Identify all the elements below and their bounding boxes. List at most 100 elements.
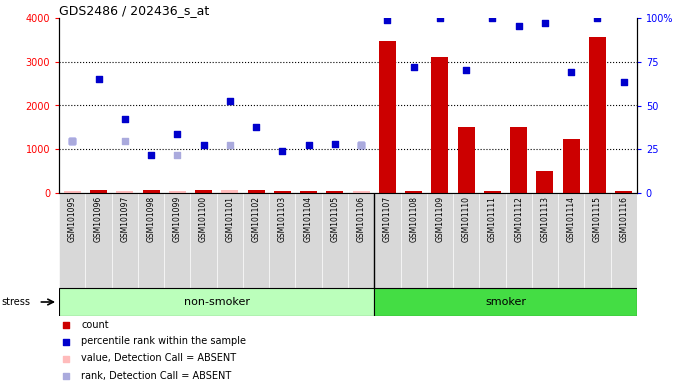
Bar: [348, 193, 374, 288]
Point: [145, 151, 157, 157]
Text: GSM101101: GSM101101: [226, 196, 235, 242]
Bar: [453, 193, 480, 288]
Point: [61, 356, 72, 362]
Text: GSM101095: GSM101095: [68, 196, 77, 242]
Text: non-smoker: non-smoker: [184, 297, 250, 307]
Bar: [562, 139, 580, 193]
Bar: [248, 190, 264, 193]
Bar: [379, 41, 396, 193]
Bar: [427, 193, 453, 288]
Point: [224, 142, 235, 148]
Text: GSM101104: GSM101104: [304, 196, 313, 242]
Text: GSM101115: GSM101115: [593, 196, 602, 242]
Bar: [322, 193, 348, 288]
Text: GSM101099: GSM101099: [173, 196, 182, 242]
Bar: [138, 193, 164, 288]
Text: GSM101108: GSM101108: [409, 196, 418, 242]
Point: [618, 79, 629, 85]
Bar: [191, 193, 216, 288]
Text: GSM101102: GSM101102: [251, 196, 260, 242]
Point: [172, 151, 183, 157]
Text: percentile rank within the sample: percentile rank within the sample: [81, 336, 246, 346]
Bar: [532, 193, 558, 288]
Text: value, Detection Call = ABSENT: value, Detection Call = ABSENT: [81, 354, 236, 364]
Bar: [300, 191, 317, 193]
Text: GDS2486 / 202436_s_at: GDS2486 / 202436_s_at: [59, 4, 209, 17]
Point: [61, 372, 72, 379]
Point: [461, 66, 472, 73]
Text: count: count: [81, 319, 109, 329]
Bar: [221, 190, 238, 193]
Bar: [558, 193, 585, 288]
Point: [434, 15, 445, 21]
Text: GSM101105: GSM101105: [331, 196, 340, 242]
Bar: [432, 57, 448, 193]
Bar: [216, 193, 243, 288]
Bar: [111, 193, 138, 288]
Text: GSM101111: GSM101111: [488, 196, 497, 242]
Point: [61, 338, 72, 344]
Bar: [615, 191, 632, 193]
Point: [303, 142, 314, 148]
Point: [592, 15, 603, 21]
Point: [61, 321, 72, 328]
Text: GSM101103: GSM101103: [278, 196, 287, 242]
Bar: [326, 191, 343, 193]
Point: [329, 141, 340, 147]
Text: GSM101113: GSM101113: [540, 196, 549, 242]
Bar: [90, 190, 107, 193]
Bar: [537, 171, 553, 193]
Bar: [296, 193, 322, 288]
Point: [487, 15, 498, 21]
Point: [119, 116, 130, 122]
Point: [382, 17, 393, 23]
Point: [119, 137, 130, 144]
Bar: [510, 127, 527, 193]
Bar: [195, 190, 212, 193]
Point: [172, 131, 183, 137]
Point: [67, 137, 78, 144]
Point: [277, 147, 288, 154]
Point: [224, 98, 235, 104]
Bar: [59, 288, 374, 316]
Text: GSM101096: GSM101096: [94, 196, 103, 242]
Bar: [269, 193, 296, 288]
Point: [67, 137, 78, 144]
Bar: [480, 193, 505, 288]
Bar: [143, 190, 159, 193]
Bar: [64, 191, 81, 193]
Point: [251, 124, 262, 130]
Bar: [589, 37, 606, 193]
Text: stress: stress: [1, 297, 31, 307]
Text: GSM101116: GSM101116: [619, 196, 628, 242]
Text: GSM101098: GSM101098: [147, 196, 156, 242]
Bar: [458, 127, 475, 193]
Text: GSM101100: GSM101100: [199, 196, 208, 242]
Text: GSM101097: GSM101097: [120, 196, 129, 242]
Text: rank, Detection Call = ABSENT: rank, Detection Call = ABSENT: [81, 371, 231, 381]
Text: GSM101109: GSM101109: [436, 196, 445, 242]
Point: [356, 142, 367, 148]
Point: [539, 20, 551, 26]
Bar: [484, 191, 501, 193]
Point: [566, 69, 577, 75]
Bar: [400, 193, 427, 288]
Bar: [243, 193, 269, 288]
Point: [513, 23, 524, 30]
Bar: [585, 193, 610, 288]
Point: [356, 142, 367, 148]
Bar: [505, 193, 532, 288]
Text: GSM101114: GSM101114: [567, 196, 576, 242]
Text: GSM101106: GSM101106: [356, 196, 365, 242]
Bar: [374, 193, 400, 288]
Bar: [374, 288, 637, 316]
Bar: [353, 190, 370, 193]
Bar: [59, 193, 86, 288]
Text: GSM101112: GSM101112: [514, 196, 523, 242]
Bar: [116, 190, 134, 193]
Bar: [169, 190, 186, 193]
Bar: [405, 191, 422, 193]
Text: GSM101107: GSM101107: [383, 196, 392, 242]
Text: GSM101110: GSM101110: [461, 196, 470, 242]
Text: smoker: smoker: [485, 297, 526, 307]
